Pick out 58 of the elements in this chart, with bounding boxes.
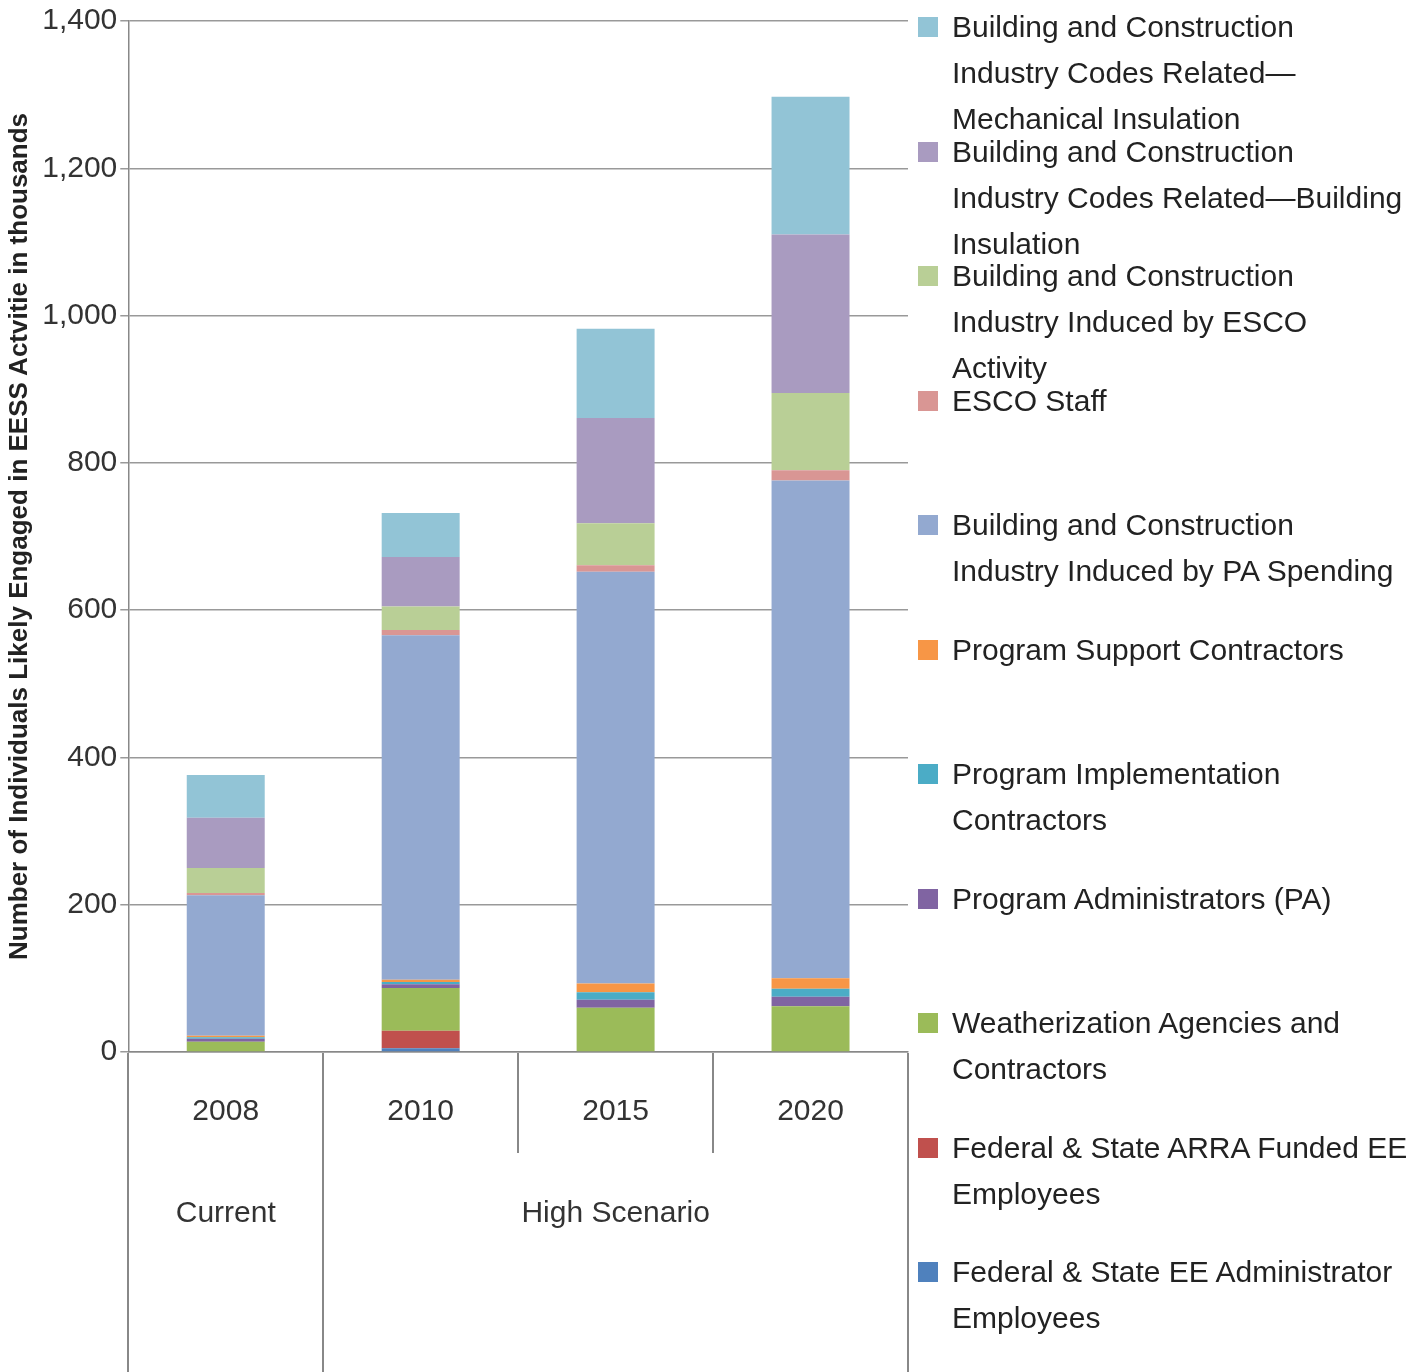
legend-label: Federal & State ARRA Funded EE Employees <box>952 1129 1408 1212</box>
bar <box>381 630 460 636</box>
text: High Scenario <box>521 1195 710 1229</box>
bar <box>576 999 655 1008</box>
x-tick-label: 2010 <box>387 1093 455 1127</box>
x-tick-label: 2008 <box>192 1093 260 1127</box>
bar <box>186 892 265 896</box>
y-tick-label: 1,200 <box>42 149 118 183</box>
bar <box>771 470 850 481</box>
bar <box>771 96 850 235</box>
bar <box>381 1048 460 1052</box>
bar <box>576 328 655 418</box>
bar <box>186 817 265 868</box>
bar <box>771 988 850 997</box>
legend-label: Weatherization Agencies and Contractors <box>952 1005 1342 1087</box>
legend-label: Program Implementation Contractors <box>952 756 1282 838</box>
bar <box>381 606 460 631</box>
bar <box>576 571 655 984</box>
bar <box>186 895 265 1036</box>
legend-label: Building and Construction Industry Codes Related—Building Insulation <box>952 134 1403 260</box>
text: Current <box>175 1195 277 1229</box>
bar <box>576 417 655 524</box>
bar <box>381 557 460 607</box>
bar <box>771 392 850 471</box>
legend-label: Program Administrators (PA) <box>952 880 1332 917</box>
y-tick-label: 400 <box>67 738 118 772</box>
bar <box>186 775 265 818</box>
legend-label: Building and Construction Industry Induced by ESCO Activity <box>952 259 1308 384</box>
y-tick-label: 800 <box>67 444 118 478</box>
y-tick-label: 1,400 <box>42 2 118 36</box>
y-axis-title: Number of Individuals Likely Engaged in EESS Actvitie in thousands <box>2 112 33 961</box>
y-tick-label: 0 <box>100 1033 118 1067</box>
x-tick-label: 2020 <box>777 1093 844 1127</box>
bar <box>771 1006 850 1052</box>
y-tick-label: 200 <box>67 885 118 919</box>
y-tick-label: 600 <box>67 591 118 625</box>
bar <box>381 987 460 1031</box>
bar <box>771 978 850 989</box>
legend-label: Federal & State EE Administrator Employees <box>952 1254 1394 1336</box>
bar <box>381 635 460 980</box>
bar <box>576 1007 655 1052</box>
bar <box>576 992 655 1000</box>
legend-label: Building and Construction Industry Codes Related—Mechanical Insulation <box>952 9 1297 137</box>
bar <box>186 867 265 893</box>
bar <box>381 512 460 558</box>
bar <box>186 1041 265 1052</box>
bar <box>381 1030 460 1049</box>
legend-label: Building and Construction Industry Induced by PA Spending <box>952 507 1395 589</box>
bar <box>576 983 655 993</box>
bar <box>771 480 850 979</box>
bar <box>576 523 655 566</box>
bar <box>771 996 850 1007</box>
bar <box>771 234 850 393</box>
legend-label: ESCO Staff <box>952 383 1107 419</box>
y-tick-label: 1,000 <box>42 296 118 330</box>
legend-label: Program Support Contractors <box>952 631 1344 668</box>
x-tick-label: 2015 <box>582 1093 649 1127</box>
bar <box>576 565 655 572</box>
